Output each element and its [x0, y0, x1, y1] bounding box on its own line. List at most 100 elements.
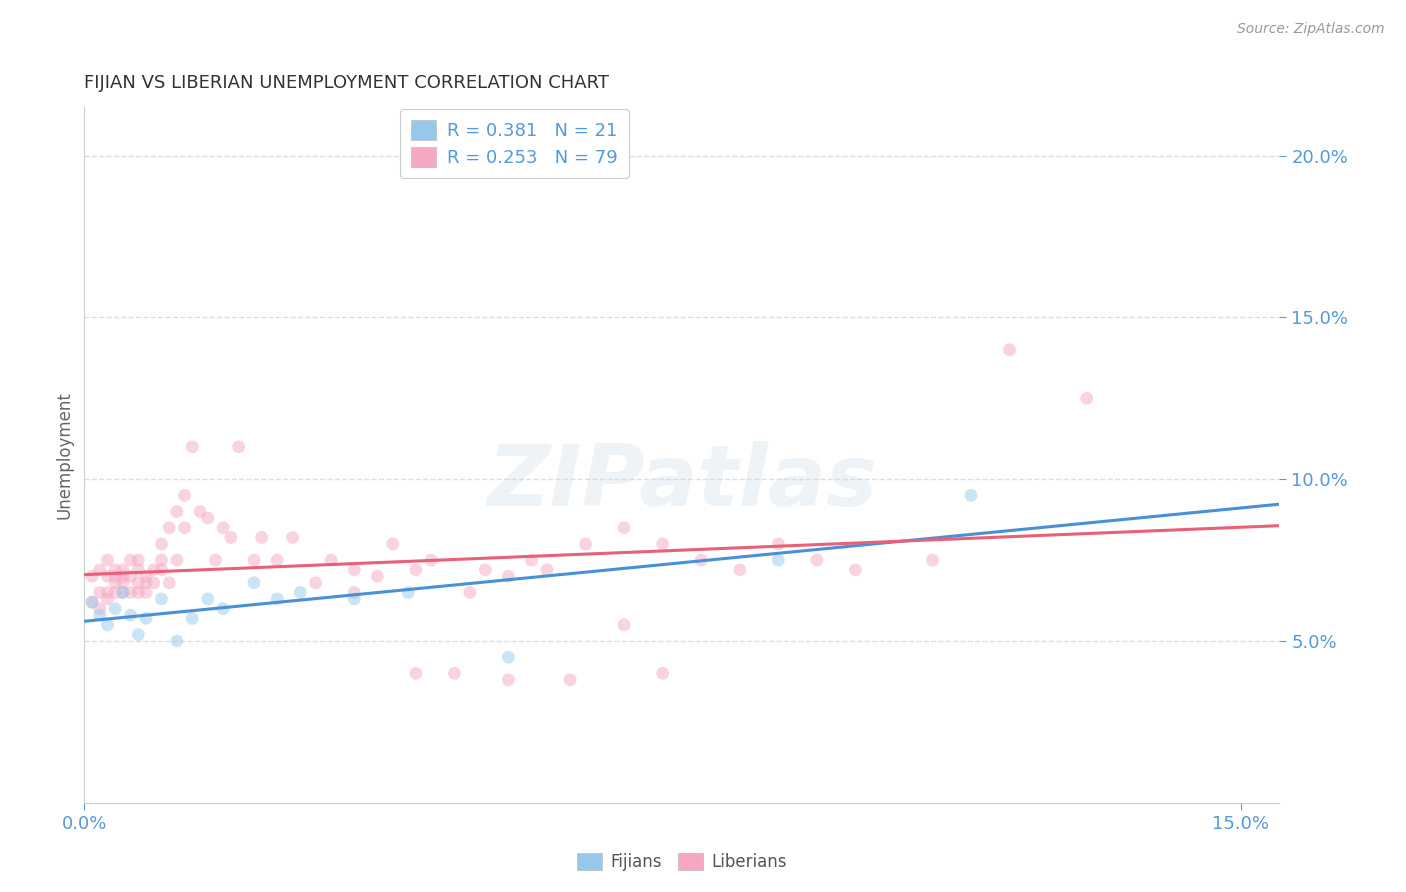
Point [89, 585, 111, 599]
Point [96, 617, 118, 632]
Point [188, 504, 211, 518]
Point [96, 585, 118, 599]
Point [768, 553, 790, 567]
Point [181, 440, 204, 454]
Point [104, 575, 127, 590]
Point [290, 585, 312, 599]
Point [111, 569, 134, 583]
Point [120, 585, 142, 599]
Point [150, 563, 173, 577]
Point [613, 521, 636, 535]
Point [96, 591, 118, 606]
Point [89, 601, 111, 615]
Point [405, 563, 427, 577]
Point [343, 585, 366, 599]
Point [89, 563, 111, 577]
Text: ZIPatlas: ZIPatlas [486, 442, 877, 524]
Point [728, 563, 751, 577]
Point [120, 608, 142, 623]
Point [405, 666, 427, 681]
Point [266, 553, 288, 567]
Point [80, 595, 103, 609]
Point [212, 601, 235, 615]
Point [135, 611, 157, 625]
Point [166, 504, 188, 518]
Point [157, 521, 180, 535]
Point [305, 575, 328, 590]
Point [474, 563, 496, 577]
Point [111, 585, 134, 599]
Point [343, 563, 366, 577]
Point [127, 627, 149, 641]
Point [281, 531, 304, 545]
Point [266, 591, 288, 606]
Y-axis label: Unemployment: Unemployment [55, 391, 73, 519]
Point [396, 585, 419, 599]
Point [135, 585, 157, 599]
Point [166, 634, 188, 648]
Point [921, 553, 943, 567]
Legend: Fijians, Liberians: Fijians, Liberians [569, 847, 794, 878]
Point [127, 575, 149, 590]
Point [142, 575, 165, 590]
Point [80, 595, 103, 609]
Point [96, 553, 118, 567]
Point [420, 553, 443, 567]
Point [80, 569, 103, 583]
Point [181, 611, 204, 625]
Point [111, 585, 134, 599]
Point [212, 521, 235, 535]
Point [150, 553, 173, 567]
Point [443, 666, 465, 681]
Point [243, 575, 266, 590]
Point [150, 591, 173, 606]
Point [89, 608, 111, 623]
Point [1076, 392, 1098, 406]
Point [173, 488, 195, 502]
Point [111, 575, 134, 590]
Point [651, 666, 673, 681]
Point [127, 553, 149, 567]
Point [536, 563, 558, 577]
Point [219, 531, 242, 545]
Point [157, 575, 180, 590]
Point [844, 563, 866, 577]
Point [120, 569, 142, 583]
Text: FIJIAN VS LIBERIAN UNEMPLOYMENT CORRELATION CHART: FIJIAN VS LIBERIAN UNEMPLOYMENT CORRELAT… [84, 74, 609, 92]
Point [960, 488, 983, 502]
Point [998, 343, 1021, 357]
Point [166, 553, 188, 567]
Point [498, 650, 520, 665]
Point [498, 569, 520, 583]
Point [173, 521, 195, 535]
Point [458, 585, 481, 599]
Point [319, 553, 342, 567]
Point [135, 575, 157, 590]
Point [104, 563, 127, 577]
Point [104, 601, 127, 615]
Point [104, 585, 127, 599]
Point [381, 537, 404, 551]
Point [120, 553, 142, 567]
Point [806, 553, 828, 567]
Point [142, 563, 165, 577]
Point [558, 673, 581, 687]
Point [204, 553, 226, 567]
Point [498, 673, 520, 687]
Point [343, 591, 366, 606]
Point [111, 563, 134, 577]
Point [127, 563, 149, 577]
Point [96, 569, 118, 583]
Point [250, 531, 273, 545]
Point [613, 617, 636, 632]
Point [150, 537, 173, 551]
Text: Source: ZipAtlas.com: Source: ZipAtlas.com [1237, 22, 1385, 37]
Point [197, 591, 219, 606]
Point [366, 569, 388, 583]
Point [197, 511, 219, 525]
Point [243, 553, 266, 567]
Point [127, 585, 149, 599]
Point [520, 553, 543, 567]
Point [574, 537, 596, 551]
Point [104, 569, 127, 583]
